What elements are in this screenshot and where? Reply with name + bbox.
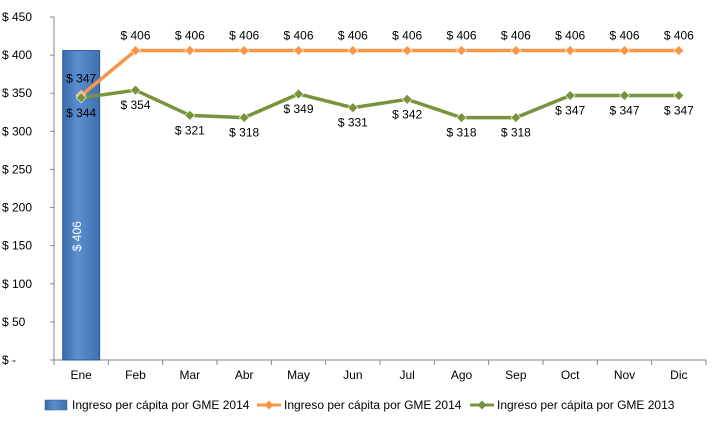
series-marker bbox=[130, 84, 141, 96]
line-data-label: $ 342 bbox=[392, 107, 422, 121]
y-tick-label: $ 450 bbox=[2, 10, 32, 24]
line-series bbox=[75, 45, 685, 124]
line-data-label: $ 331 bbox=[338, 116, 368, 130]
series-marker bbox=[130, 45, 141, 56]
line-data-label: $ 406 bbox=[229, 29, 259, 43]
line-data-label: $ 349 bbox=[283, 102, 313, 116]
series-marker bbox=[401, 93, 413, 105]
x-tick-label: Dic bbox=[670, 368, 687, 382]
line-data-label: $ 318 bbox=[446, 126, 476, 140]
series-marker bbox=[293, 45, 304, 56]
x-tick-label: Ene bbox=[70, 368, 92, 382]
series-marker bbox=[564, 90, 576, 101]
x-tick-label: May bbox=[287, 368, 310, 382]
line-data-label: $ 347 bbox=[664, 104, 694, 118]
series-marker bbox=[456, 45, 467, 56]
x-tick-label: Jul bbox=[399, 368, 414, 382]
line-data-label: $ 406 bbox=[175, 29, 205, 43]
legend-label: Ingreso per cápita por GME 2013 bbox=[497, 398, 675, 412]
series-marker bbox=[347, 45, 359, 56]
line-data-label: $ 406 bbox=[120, 29, 150, 43]
line-data-label: $ 344 bbox=[66, 106, 96, 120]
legend-swatch-bar bbox=[44, 399, 68, 411]
series-marker bbox=[293, 88, 304, 100]
series-marker bbox=[564, 45, 576, 56]
line-data-label: $ 318 bbox=[501, 126, 531, 140]
y-tick-label: $ 400 bbox=[2, 48, 32, 62]
line-data-label: $ 354 bbox=[120, 98, 150, 112]
y-tick-label: $ 200 bbox=[2, 201, 32, 215]
series-line bbox=[80, 48, 679, 97]
series-marker bbox=[510, 45, 522, 56]
series-line bbox=[80, 88, 679, 120]
legend-swatch-marker bbox=[264, 400, 274, 410]
line-data-label: $ 347 bbox=[555, 104, 585, 118]
line-data-label: $ 406 bbox=[446, 29, 476, 43]
line-data-label: $ 406 bbox=[392, 29, 422, 43]
series-marker bbox=[510, 112, 522, 124]
line-data-label: $ 347 bbox=[66, 72, 96, 86]
x-tick-label: Mar bbox=[179, 368, 200, 382]
y-tick-label: $ 100 bbox=[2, 277, 32, 291]
y-tick-label: $ - bbox=[2, 353, 16, 367]
y-tick-label: $ 250 bbox=[2, 162, 32, 176]
line-data-label: $ 347 bbox=[609, 104, 639, 118]
x-tick-label: Abr bbox=[235, 368, 254, 382]
series-marker bbox=[75, 92, 87, 104]
x-tick-label: Jun bbox=[343, 368, 362, 382]
series-marker bbox=[184, 45, 196, 56]
line-data-label: $ 406 bbox=[609, 29, 639, 43]
y-tick-label: $ 150 bbox=[2, 239, 32, 253]
legend-swatch-marker bbox=[477, 400, 487, 410]
x-tick-label: Nov bbox=[614, 368, 635, 382]
x-tick-label: Oct bbox=[561, 368, 580, 382]
legend: Ingreso per cápita por GME 2014 Ingreso p… bbox=[44, 398, 675, 412]
series-marker bbox=[238, 45, 250, 56]
axes: $ - $ 50 $ 100 $ 150 $ 200 $ 250 $ 300 $ 350 $ 4… bbox=[2, 10, 707, 382]
legend-label: Ingreso per cápita por GME 2014 bbox=[72, 398, 250, 412]
series-marker bbox=[673, 45, 685, 56]
line-data-label: $ 321 bbox=[175, 123, 205, 137]
series-marker bbox=[401, 45, 413, 56]
line-data-label: $ 406 bbox=[501, 29, 531, 43]
y-tick-label: $ 300 bbox=[2, 124, 32, 138]
series-marker bbox=[184, 109, 196, 121]
series-marker bbox=[347, 102, 359, 114]
x-tick-label: Ago bbox=[451, 368, 473, 382]
bar-data-label: $ 406 bbox=[70, 221, 84, 251]
series-marker bbox=[619, 90, 630, 101]
y-tick-label: $ 350 bbox=[2, 86, 32, 100]
line-data-label: $ 406 bbox=[664, 29, 694, 43]
series-marker bbox=[619, 45, 630, 56]
y-tick-label: $ 50 bbox=[2, 315, 26, 329]
series-marker bbox=[673, 90, 685, 101]
line-data-label: $ 318 bbox=[229, 126, 259, 140]
line-data-label: $ 406 bbox=[555, 29, 585, 43]
line-data-label: $ 406 bbox=[283, 29, 313, 43]
x-tick-label: Feb bbox=[125, 368, 146, 382]
line-data-label: $ 406 bbox=[338, 29, 368, 43]
series-marker bbox=[238, 112, 250, 124]
legend-label: Ingreso per cápita por GME 2014 bbox=[284, 398, 462, 412]
x-tick-label: Sep bbox=[505, 368, 527, 382]
data-labels: $ 406 $ 347 $ 406 $ 406 $ 406 $ 406 $ 406 $ 406… bbox=[66, 29, 694, 252]
series-marker bbox=[456, 112, 467, 124]
